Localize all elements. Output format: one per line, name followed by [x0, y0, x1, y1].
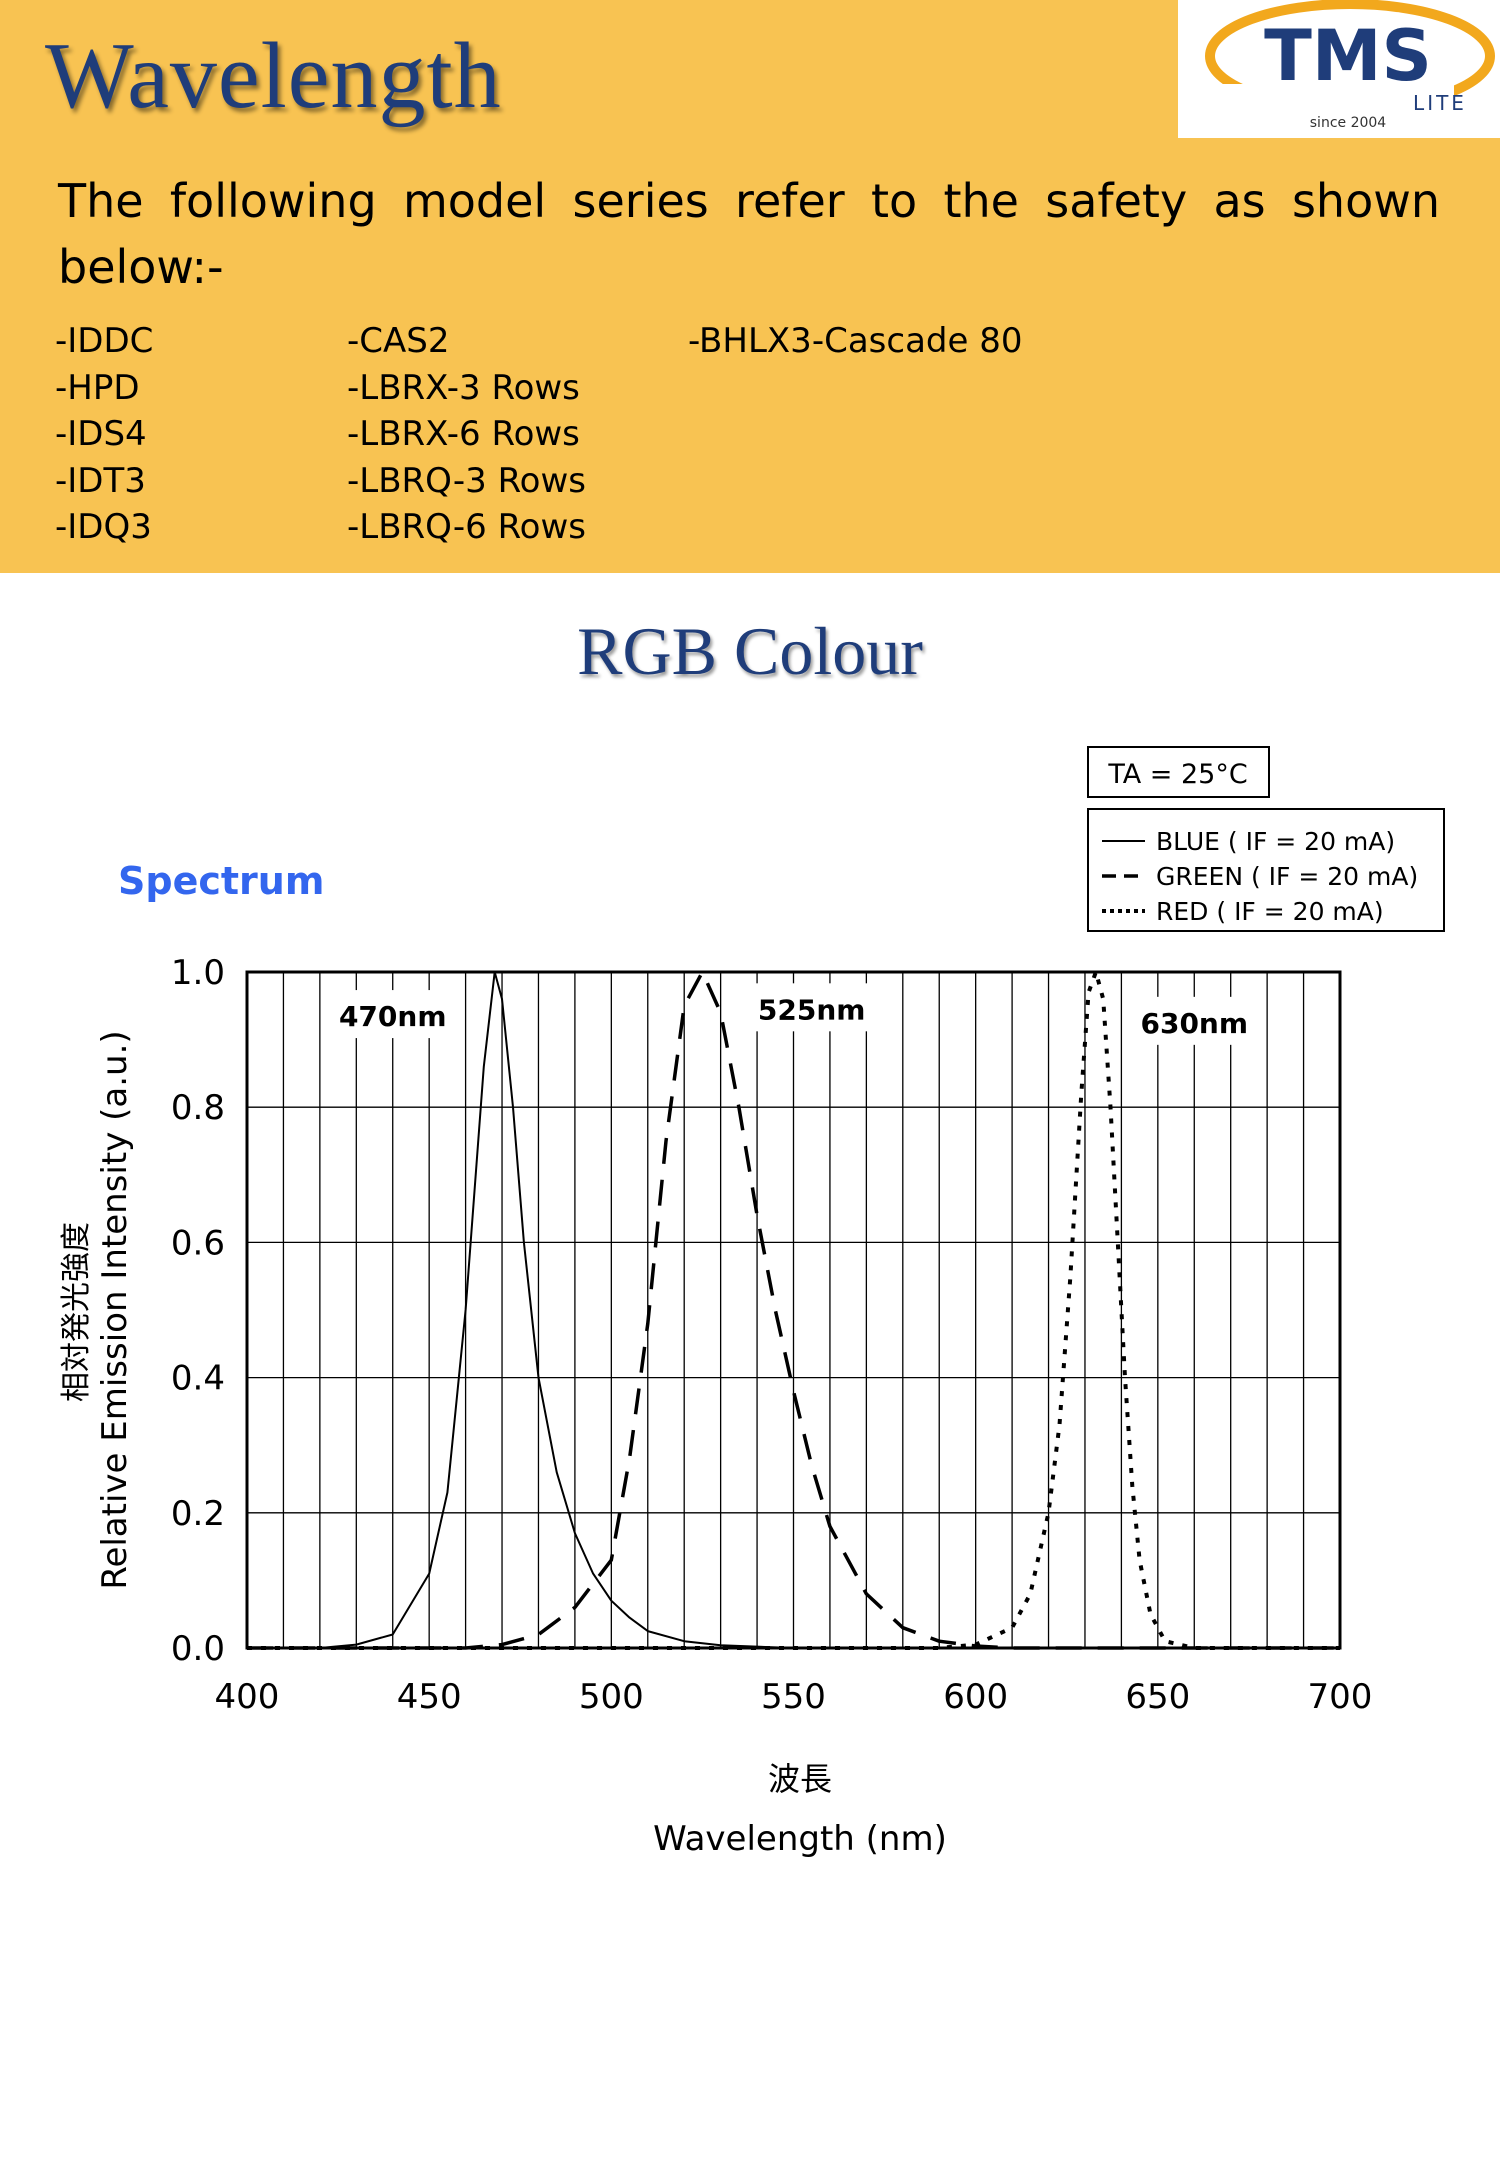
chart-title: Spectrum — [118, 859, 324, 903]
annotation-label: 525nm — [758, 993, 866, 1026]
y-tick-label: 0.4 — [171, 1359, 225, 1399]
model-item: -HPD — [55, 367, 140, 408]
x-axis-label-jp: 波長 — [768, 1760, 832, 1798]
x-axis-label: Wavelength (nm) — [653, 1819, 947, 1859]
temperature-label: TA = 25°C — [1107, 759, 1247, 790]
x-tick-label: 400 — [215, 1677, 280, 1717]
model-item: -LBRQ-6 Rows — [347, 507, 586, 548]
y-tick-label: 0.2 — [171, 1494, 225, 1534]
y-tick-label: 0.0 — [171, 1629, 225, 1669]
logo: TMS LITE since 2004 — [1178, 0, 1500, 138]
annotation-label: 470nm — [339, 1000, 447, 1033]
intro-text: The following model series refer to the … — [58, 174, 1440, 294]
annotation-bg — [753, 983, 870, 1032]
series-line-dotted — [247, 970, 1340, 1650]
model-item: -CAS2 — [347, 321, 450, 361]
annotation-label: 630nm — [1140, 1007, 1248, 1040]
y-axis-label: Relative Emission Intensity (a.u.) — [95, 1030, 135, 1589]
model-item: -LBRX-3 Rows — [347, 367, 580, 408]
series-line-solid — [247, 971, 1340, 1649]
legend-entry: BLUE ( IF = 20 mA) — [1156, 827, 1395, 856]
x-tick-label: 550 — [761, 1677, 826, 1717]
model-item: -IDDC — [55, 321, 154, 361]
y-tick-label: 1.0 — [171, 953, 225, 993]
page-title: Wavelength — [45, 24, 502, 128]
y-tick-label: 0.8 — [171, 1088, 225, 1128]
legend-entry: GREEN ( IF = 20 mA) — [1156, 862, 1418, 891]
section-title: RGB Colour — [577, 613, 923, 689]
x-tick-label: 600 — [943, 1677, 1008, 1717]
model-list-column-2: -CAS2 -LBRX-3 Rows -LBRX-6 Rows -LBRQ-3 Row… — [347, 318, 586, 551]
model-item: -IDT3 — [55, 460, 146, 501]
y-tick-label: 0.6 — [171, 1223, 225, 1263]
model-list-column-3: -BHLX3-Cascade 80 — [688, 318, 1022, 365]
annotation-bg — [1136, 996, 1253, 1045]
model-item: -LBRQ-3 Rows — [347, 460, 586, 501]
series-line-dashed — [247, 970, 1340, 1650]
x-tick-label: 650 — [1125, 1677, 1190, 1717]
x-tick-label: 450 — [397, 1677, 462, 1717]
model-item: -LBRX-6 Rows — [347, 414, 580, 455]
legend-entry: RED ( IF = 20 mA) — [1156, 897, 1384, 926]
annotation-bg — [334, 990, 451, 1039]
logo-tagline: since 2004 — [1310, 115, 1387, 131]
model-item: -BHLX3-Cascade 80 — [688, 321, 1023, 361]
model-item: -IDS4 — [55, 414, 147, 455]
legend-box — [1087, 808, 1445, 932]
model-list-column-1: -IDDC -HPD -IDS4 -IDT3 -IDQ3 — [55, 318, 153, 551]
spectrum-chart: Spectrum 470nm 525nm 630nm 400 450 500 550 600 65… — [59, 746, 1445, 1859]
model-item: -IDQ3 — [55, 507, 152, 548]
x-tick-label: 500 — [579, 1677, 644, 1717]
y-axis-label-jp: 相対発光強度 — [59, 1222, 94, 1402]
x-tick-label: 700 — [1308, 1677, 1373, 1717]
logo-suffix: LITE — [1413, 91, 1467, 115]
plot-frame — [245, 970, 1342, 1650]
tms-logo-icon: TMS LITE since 2004 — [1205, 0, 1495, 131]
temperature-box — [1087, 746, 1270, 798]
logo-brand: TMS — [1264, 15, 1432, 97]
